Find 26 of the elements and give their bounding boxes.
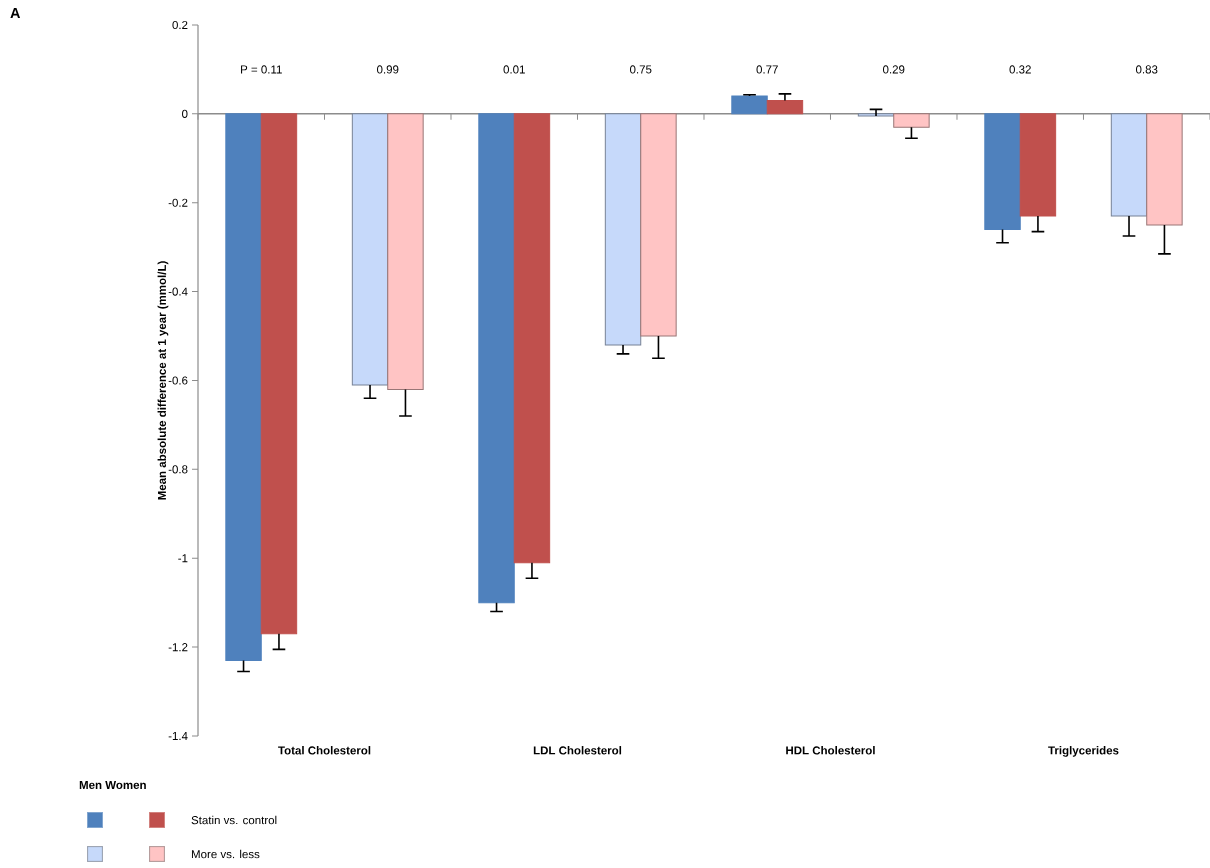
y-tick-label: -0.6 [168, 376, 188, 385]
x-tick-label: HDL Cholesterol [786, 746, 875, 755]
y-tick-label: -0.2 [168, 198, 188, 207]
x-tick-label: Total Cholesterol [278, 746, 371, 755]
annotation: 0.29 [883, 65, 905, 74]
x-tick-label: LDL Cholesterol [533, 746, 622, 755]
annotation: 0.83 [1135, 65, 1158, 74]
y-tick-label: 0.2 [172, 20, 188, 30]
annotation: 0.75 [630, 65, 652, 74]
legend-label: More vs. less [191, 849, 260, 859]
y-tick-label: -0.4 [168, 287, 188, 296]
annotation: 0.32 [1009, 65, 1031, 74]
y-tick-label: 0 [182, 109, 188, 118]
annotation: 0.99 [377, 65, 399, 74]
annotation: 0.01 [503, 65, 525, 74]
x-tick-label: Triglycerides [1048, 746, 1119, 757]
legend-label: Statin vs. control [191, 815, 277, 825]
y-tick-label: -0.8 [168, 465, 188, 474]
y-tick-label: -1.2 [168, 643, 188, 652]
legend-title: Men Women [79, 780, 146, 790]
y-axis-title: Mean absolute difference at 1 year (mmol/L) [157, 261, 169, 500]
text: A [10, 8, 21, 18]
annotation: P = 0.11 [241, 65, 282, 74]
y-tick-label: -1.4 [168, 732, 188, 740]
annotation: 0.77 [756, 65, 778, 74]
y-tick-label: -1 [178, 554, 188, 563]
